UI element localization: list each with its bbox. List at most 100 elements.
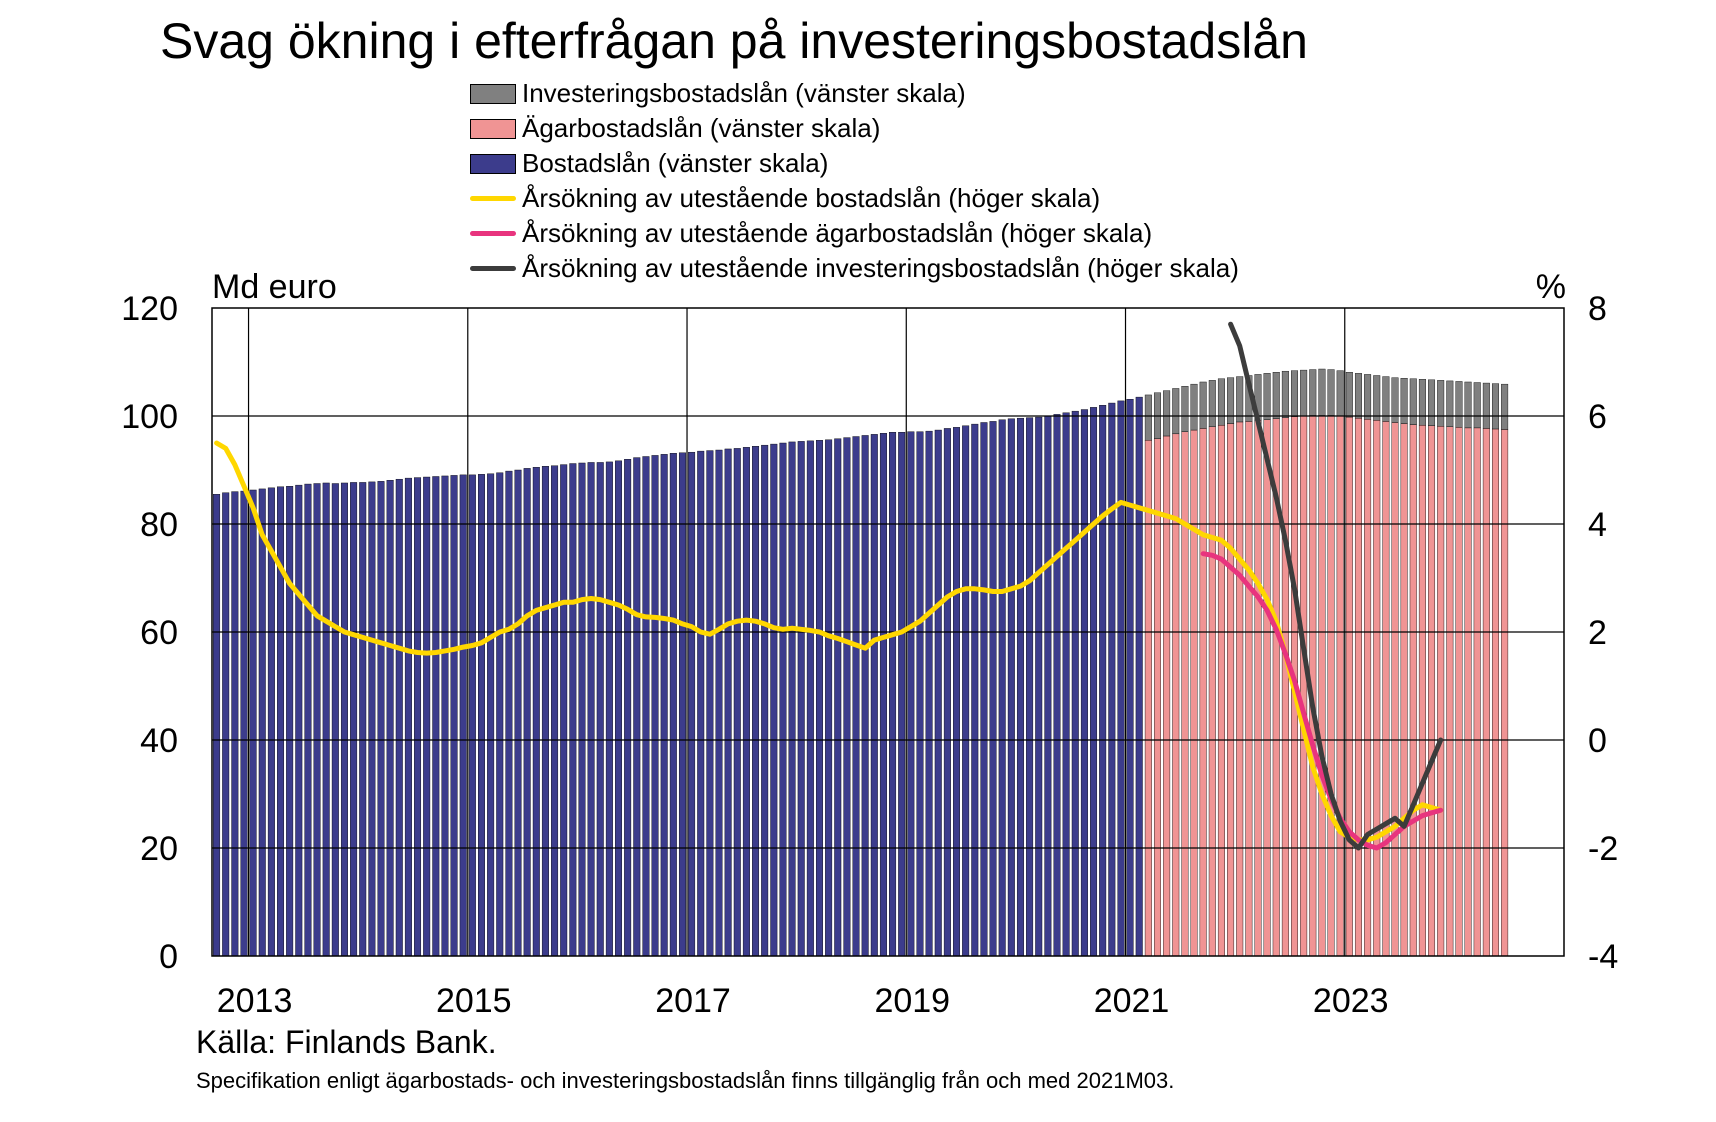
bar-housing [660, 454, 668, 957]
bar-housing [678, 452, 686, 957]
bar-housing [1099, 405, 1107, 957]
bar-owner [1281, 417, 1289, 957]
bar-housing [1044, 415, 1052, 957]
bar-investment [1501, 383, 1509, 430]
bar-housing [505, 470, 513, 957]
line-growth_housing [214, 440, 1444, 843]
bar-investment [1455, 381, 1463, 428]
bar-investment [1300, 369, 1308, 417]
legend-swatch-housing [470, 153, 516, 174]
bar-housing [706, 450, 714, 957]
line-growth_owner [1200, 551, 1444, 851]
bar-investment [1318, 368, 1326, 416]
bar-investment [1190, 383, 1198, 431]
bar-housing [770, 443, 778, 957]
bar-owner [1391, 422, 1399, 957]
bar-housing [468, 474, 476, 957]
x-tick-label: 2017 [655, 982, 731, 1020]
bar-investment [1364, 374, 1372, 420]
bar-housing [669, 453, 677, 957]
right-tick-label: 0 [1588, 722, 1607, 760]
bar-housing [752, 446, 760, 957]
right-tick-label: -4 [1588, 938, 1618, 976]
bar-investment [1491, 383, 1499, 430]
bar-owner [1327, 415, 1335, 957]
bar-investment [1345, 372, 1353, 418]
bar-housing [1062, 412, 1070, 957]
bar-housing [971, 423, 979, 957]
bar-housing [258, 488, 266, 957]
legend-label-growth_owner: Årsökning av utestående ägarbostadslån (… [522, 218, 1153, 248]
bar-housing [852, 436, 860, 957]
bar-housing [989, 421, 997, 957]
bar-owner [1236, 421, 1244, 957]
bar-housing [715, 449, 723, 957]
bar-housing [596, 462, 604, 957]
bar-housing [249, 489, 257, 957]
bar-housing [916, 431, 924, 957]
bar-owner [1491, 428, 1499, 957]
bar-housing [1108, 402, 1116, 957]
bar-investment [1336, 370, 1344, 417]
x-axis-ticks: 2013 2015 2017 2019 2021 2023 [217, 982, 1389, 1020]
bar-investment [1272, 372, 1280, 419]
bar-housing [879, 433, 887, 957]
right-tick-label: 6 [1588, 398, 1607, 436]
bar-housing [231, 491, 239, 957]
right-axis-ticks: -4 -2 0 2 4 6 8 [1588, 290, 1618, 976]
bar-owner [1464, 427, 1472, 957]
bar-investment [1373, 375, 1381, 421]
bar-investment [1163, 390, 1171, 437]
legend-swatch-investment [470, 83, 516, 104]
bar-housing [1053, 414, 1061, 957]
legend-item-investment: Investeringsbostadslån (vänster skala) [470, 76, 1239, 111]
bar-housing [633, 457, 641, 957]
right-tick-label: 8 [1588, 290, 1607, 328]
bar-housing [386, 480, 394, 957]
bar-housing [313, 483, 321, 957]
legend-swatch-owner [470, 118, 516, 139]
left-tick-label: 40 [140, 722, 178, 760]
legend-label-owner: Ägarbostadslån (vänster skala) [522, 113, 881, 143]
bar-owner [1217, 424, 1225, 957]
chart-title: Svag ökning i efterfrågan på investering… [160, 13, 1308, 69]
bar-housing [404, 477, 412, 957]
bar-investment [1409, 378, 1417, 425]
bar-housing [560, 464, 568, 957]
bar-housing [1126, 399, 1134, 957]
bar-housing [532, 467, 540, 957]
bar-owner [1254, 420, 1262, 957]
bar-investment [1263, 373, 1271, 420]
bar-housing [1071, 410, 1079, 957]
bar-housing [898, 432, 906, 957]
bar-investment [1446, 380, 1454, 427]
bar-housing [1080, 409, 1088, 957]
bar-housing [889, 432, 897, 957]
bar-owner [1382, 421, 1390, 957]
bar-owner [1181, 431, 1189, 957]
bar-investment [1227, 377, 1235, 424]
bar-investment [1391, 377, 1399, 423]
bar-owner [1482, 428, 1490, 957]
bar-housing [925, 430, 933, 957]
bar-owner [1373, 420, 1381, 957]
bar-housing [688, 451, 696, 957]
bar-housing [222, 492, 230, 957]
plot-frame [211, 307, 1565, 957]
legend-swatch-growth_housing [470, 196, 516, 201]
bar-housing [953, 427, 961, 957]
bar-housing [551, 465, 559, 957]
bar-housing [441, 475, 449, 957]
bar-housing [322, 482, 330, 957]
x-tick-label: 2019 [874, 982, 950, 1020]
bar-investment [1418, 379, 1426, 426]
bar-investment [1236, 376, 1244, 423]
x-tick-label: 2013 [217, 982, 293, 1020]
bar-housing [286, 486, 294, 957]
bar-owner [1446, 426, 1454, 957]
bar-housing [331, 483, 339, 957]
bar-investment [1181, 386, 1189, 432]
bar-housing [1117, 400, 1125, 957]
legend-swatch-growth_investment [470, 266, 516, 271]
bar-owner [1501, 429, 1509, 957]
